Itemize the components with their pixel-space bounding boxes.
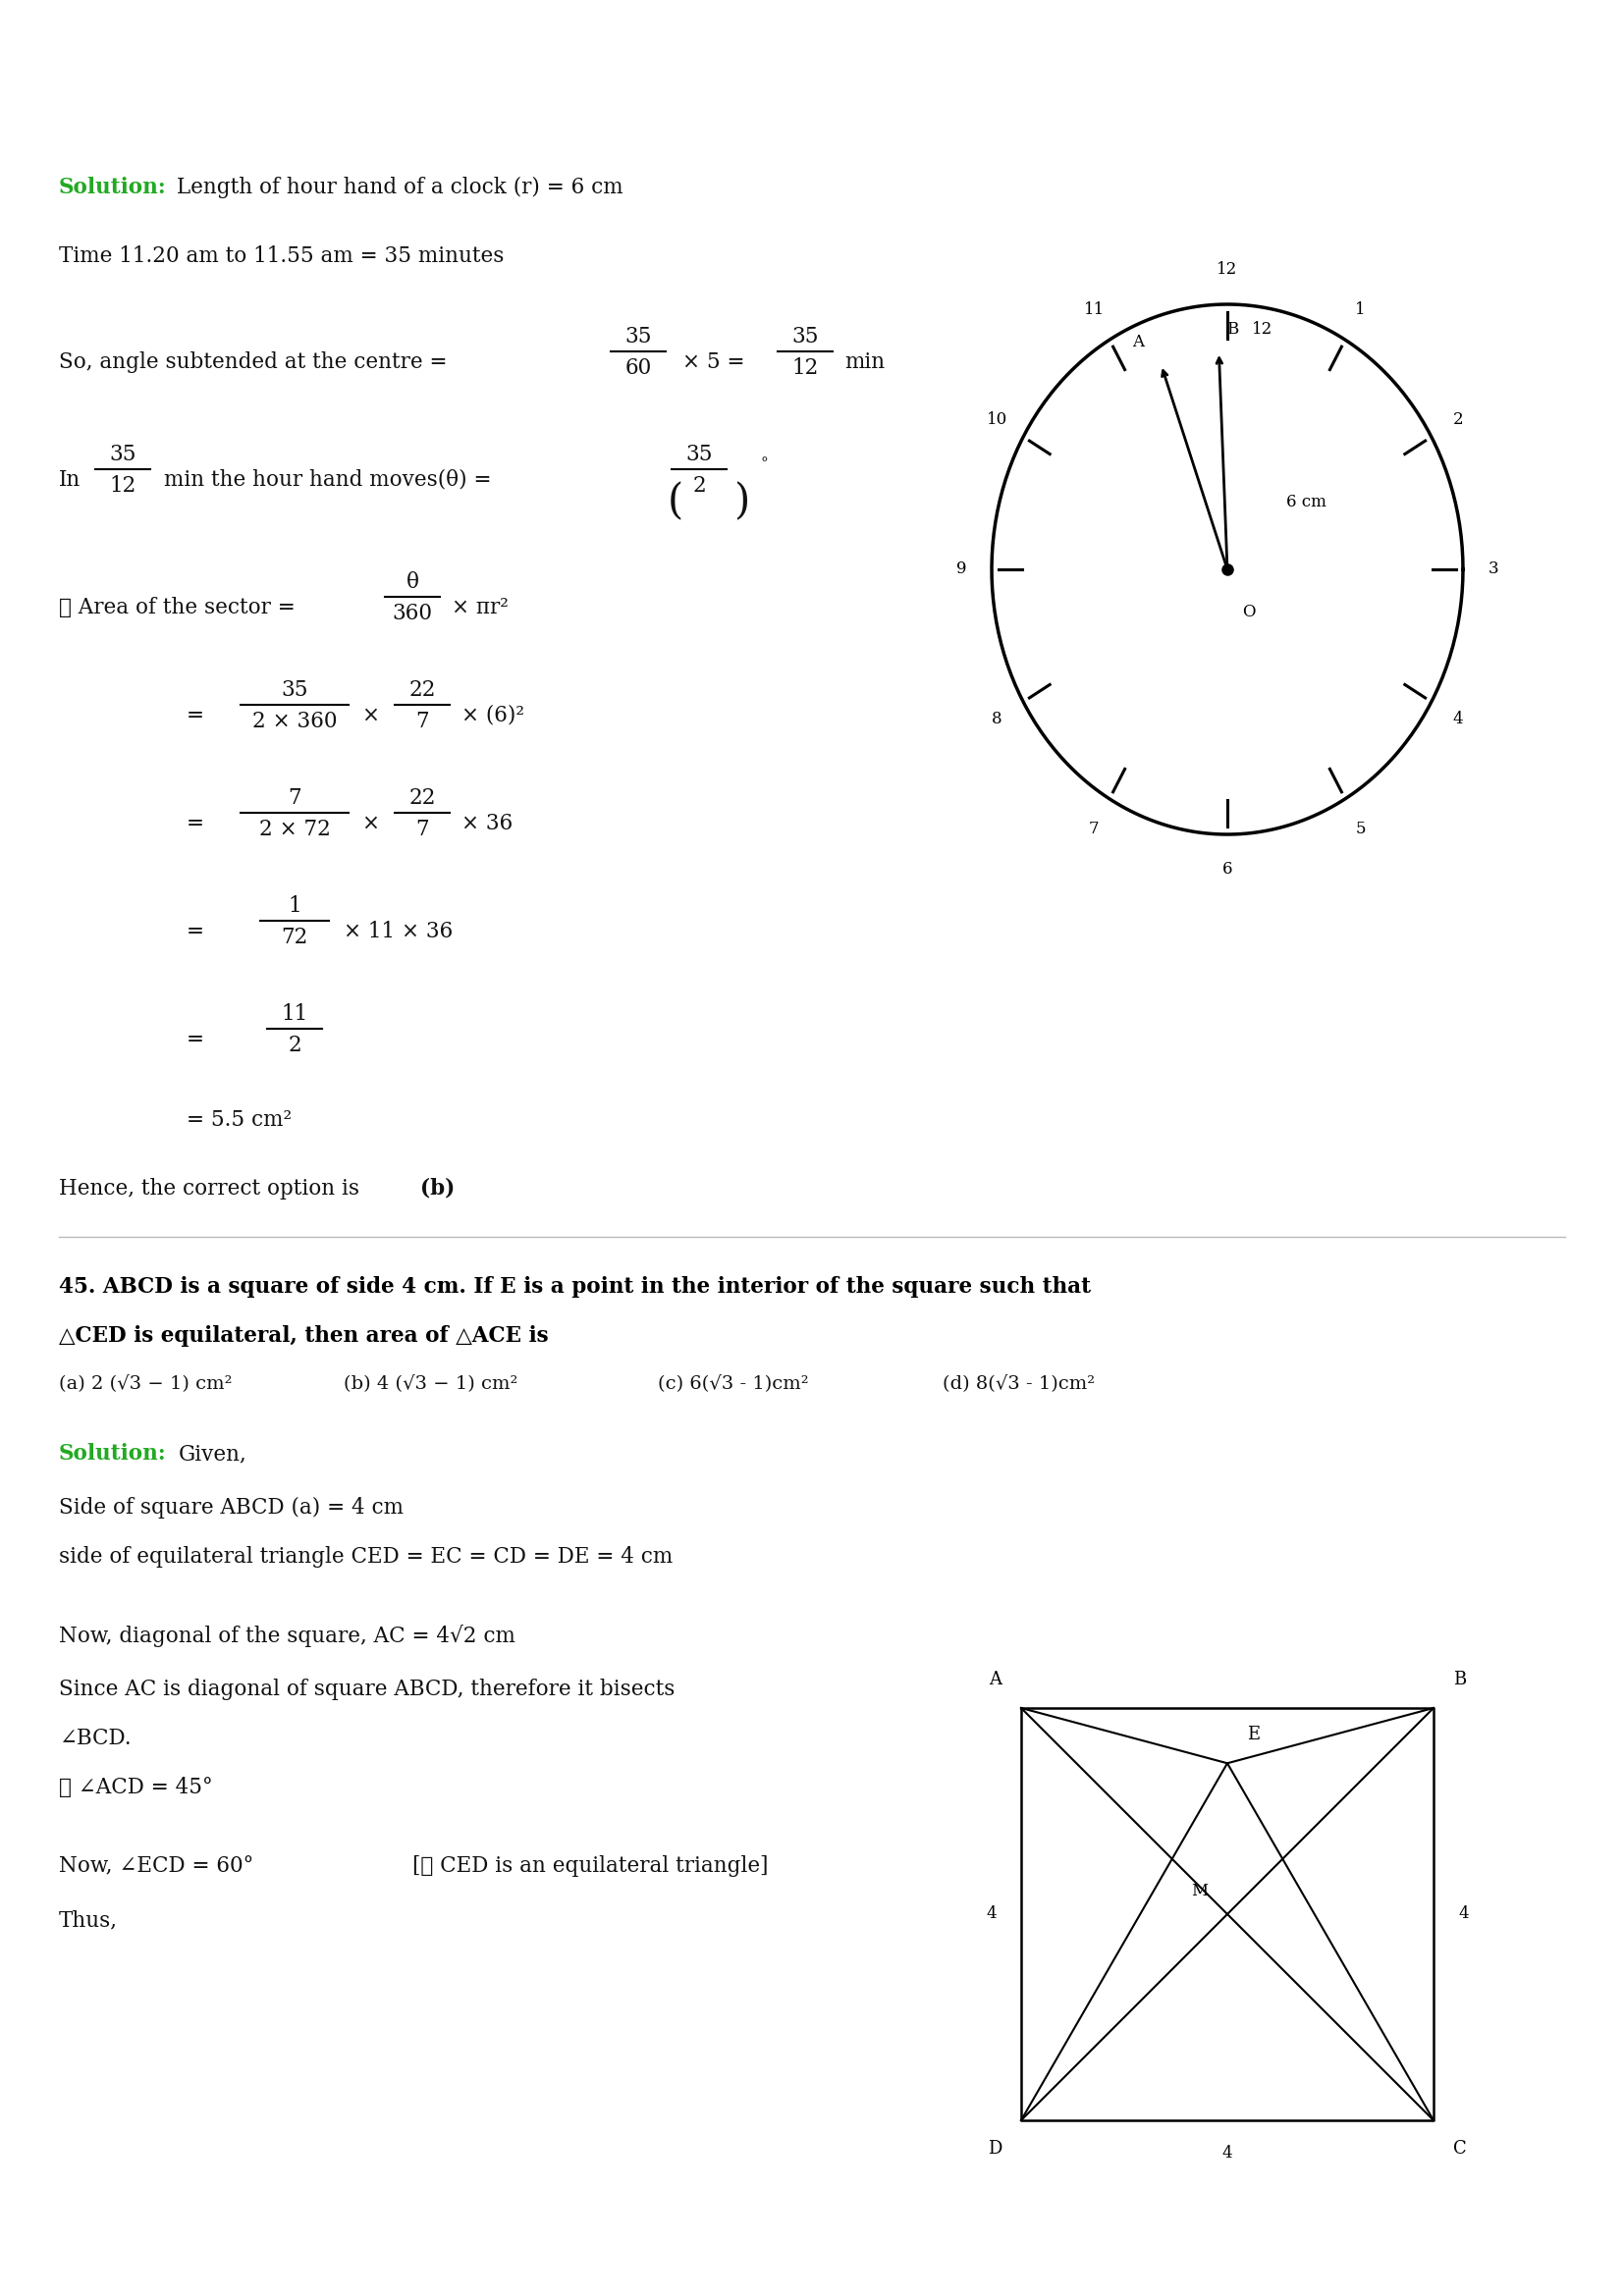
Text: 22: 22 bbox=[409, 680, 435, 700]
Text: × 11 × 36: × 11 × 36 bbox=[344, 921, 453, 941]
Text: 2: 2 bbox=[1453, 411, 1463, 427]
Text: 4: 4 bbox=[1453, 712, 1463, 728]
Text: ∠BCD.: ∠BCD. bbox=[58, 1727, 132, 1750]
Text: 2: 2 bbox=[692, 475, 706, 496]
Text: 12: 12 bbox=[791, 358, 818, 379]
Text: (d) 8(√3 - 1)cm²: (d) 8(√3 - 1)cm² bbox=[942, 1375, 1095, 1391]
Text: Thus,: Thus, bbox=[58, 1910, 119, 1931]
Text: 7: 7 bbox=[416, 712, 429, 732]
Text: ×: × bbox=[361, 705, 378, 726]
Text: 12: 12 bbox=[109, 475, 136, 496]
Text: 4: 4 bbox=[1223, 2144, 1233, 2161]
Text: 35: 35 bbox=[685, 443, 713, 466]
Text: A: A bbox=[989, 1671, 1002, 1688]
Text: 45. ABCD is a square of side 4 cm. If E is a point in the interior of the square: 45. ABCD is a square of side 4 cm. If E … bbox=[58, 1277, 1091, 1297]
Text: 11: 11 bbox=[1083, 301, 1104, 319]
Text: 12: 12 bbox=[1252, 321, 1273, 338]
Text: = 5.5 cm²: = 5.5 cm² bbox=[187, 1109, 292, 1132]
Text: 1: 1 bbox=[1356, 301, 1366, 319]
Text: 2 × 360: 2 × 360 bbox=[252, 712, 338, 732]
Text: 22: 22 bbox=[409, 788, 435, 808]
Text: Chapter 12: Areas Related to Circles: Chapter 12: Areas Related to Circles bbox=[603, 101, 1021, 119]
Text: min the hour hand moves(θ) =: min the hour hand moves(θ) = bbox=[164, 468, 492, 491]
Text: Class - 10: Class - 10 bbox=[752, 21, 872, 41]
Text: In: In bbox=[58, 468, 81, 491]
Text: 4: 4 bbox=[1458, 1906, 1468, 1922]
Text: D: D bbox=[987, 2140, 1002, 2158]
Text: 3: 3 bbox=[1488, 560, 1499, 579]
Text: B: B bbox=[1453, 1671, 1466, 1688]
Text: B: B bbox=[1226, 321, 1239, 338]
Text: 11: 11 bbox=[281, 1003, 309, 1024]
Text: A: A bbox=[1132, 333, 1143, 351]
Text: side of equilateral triangle CED = EC = CD = DE = 4 cm: side of equilateral triangle CED = EC = … bbox=[58, 1545, 672, 1568]
Text: × 5 =: × 5 = bbox=[682, 351, 745, 372]
Text: ×: × bbox=[361, 813, 378, 833]
Text: 7: 7 bbox=[287, 788, 300, 808]
Text: Now, diagonal of the square, AC = 4√2 cm: Now, diagonal of the square, AC = 4√2 cm bbox=[58, 1626, 515, 1646]
Text: Study Path: Study Path bbox=[45, 32, 122, 46]
Text: 4: 4 bbox=[986, 1906, 997, 1922]
Text: 7: 7 bbox=[416, 820, 429, 840]
Text: C: C bbox=[1453, 2140, 1466, 2158]
Text: 1: 1 bbox=[287, 895, 300, 916]
Text: Time 11.20 am to 11.55 am = 35 minutes: Time 11.20 am to 11.55 am = 35 minutes bbox=[58, 246, 503, 266]
Text: Given,: Given, bbox=[179, 1442, 247, 1465]
Text: 10: 10 bbox=[986, 411, 1007, 427]
Text: 12: 12 bbox=[1216, 262, 1237, 278]
Text: 9: 9 bbox=[957, 560, 966, 579]
Text: 35: 35 bbox=[109, 443, 136, 466]
Text: 6: 6 bbox=[1223, 861, 1233, 877]
Text: =: = bbox=[187, 921, 205, 941]
Text: θ: θ bbox=[406, 572, 419, 592]
Text: 2 × 72: 2 × 72 bbox=[258, 820, 330, 840]
Text: E: E bbox=[1247, 1727, 1260, 1743]
Text: Maths – RD Sharma Solutions: Maths – RD Sharma Solutions bbox=[609, 60, 1015, 83]
Text: 360: 360 bbox=[393, 604, 432, 625]
Text: So, angle subtended at the centre =: So, angle subtended at the centre = bbox=[58, 351, 447, 372]
Text: 35: 35 bbox=[791, 326, 818, 347]
Text: Solution:: Solution: bbox=[58, 1442, 167, 1465]
Text: =: = bbox=[187, 813, 205, 833]
Text: [∷ CED is an equilateral triangle]: [∷ CED is an equilateral triangle] bbox=[412, 1855, 768, 1876]
Text: 7: 7 bbox=[1090, 820, 1099, 838]
Text: Length of hour hand of a clock (r) = 6 cm: Length of hour hand of a clock (r) = 6 c… bbox=[177, 177, 624, 197]
Text: M: M bbox=[1190, 1883, 1208, 1899]
Text: × 36: × 36 bbox=[461, 813, 513, 833]
Text: × πr²: × πr² bbox=[451, 597, 508, 618]
Text: 35: 35 bbox=[625, 326, 651, 347]
Text: 5: 5 bbox=[1356, 820, 1366, 838]
Text: 72: 72 bbox=[281, 928, 309, 948]
Text: 60: 60 bbox=[625, 358, 651, 379]
Text: (b): (b) bbox=[421, 1178, 455, 1199]
Text: × (6)²: × (6)² bbox=[461, 705, 525, 726]
Text: 2: 2 bbox=[287, 1035, 302, 1056]
Text: Hence, the correct option is: Hence, the correct option is bbox=[58, 1178, 365, 1199]
Text: 8: 8 bbox=[992, 712, 1002, 728]
Text: =: = bbox=[187, 1029, 205, 1049]
Text: ): ) bbox=[734, 480, 750, 521]
Text: (a) 2 (√3 − 1) cm²: (a) 2 (√3 − 1) cm² bbox=[58, 1375, 232, 1391]
Text: Page 33 of 37: Page 33 of 37 bbox=[739, 2248, 885, 2266]
Text: 35: 35 bbox=[281, 680, 309, 700]
Text: ∴ ∠ACD = 45°: ∴ ∠ACD = 45° bbox=[58, 1777, 213, 1798]
Text: (b) 4 (√3 − 1) cm²: (b) 4 (√3 − 1) cm² bbox=[344, 1375, 518, 1391]
Text: ∴ Area of the sector =: ∴ Area of the sector = bbox=[58, 597, 296, 618]
Text: O: O bbox=[1242, 604, 1255, 620]
Text: Now, ∠ECD = 60°: Now, ∠ECD = 60° bbox=[58, 1855, 253, 1876]
Text: (: ( bbox=[667, 480, 684, 521]
Text: Solution:: Solution: bbox=[58, 177, 167, 197]
Text: Side of square ABCD (a) = 4 cm: Side of square ABCD (a) = 4 cm bbox=[58, 1497, 403, 1518]
Text: Since AC is diagonal of square ABCD, therefore it bisects: Since AC is diagonal of square ABCD, the… bbox=[58, 1678, 676, 1699]
Text: min: min bbox=[844, 351, 885, 372]
Text: 6 cm: 6 cm bbox=[1286, 494, 1327, 510]
Text: (c) 6(√3 - 1)cm²: (c) 6(√3 - 1)cm² bbox=[658, 1375, 809, 1391]
Text: =: = bbox=[187, 705, 205, 726]
Text: △CED is equilateral, then area of △ACE is: △CED is equilateral, then area of △ACE i… bbox=[58, 1325, 549, 1348]
Text: °: ° bbox=[762, 457, 768, 471]
